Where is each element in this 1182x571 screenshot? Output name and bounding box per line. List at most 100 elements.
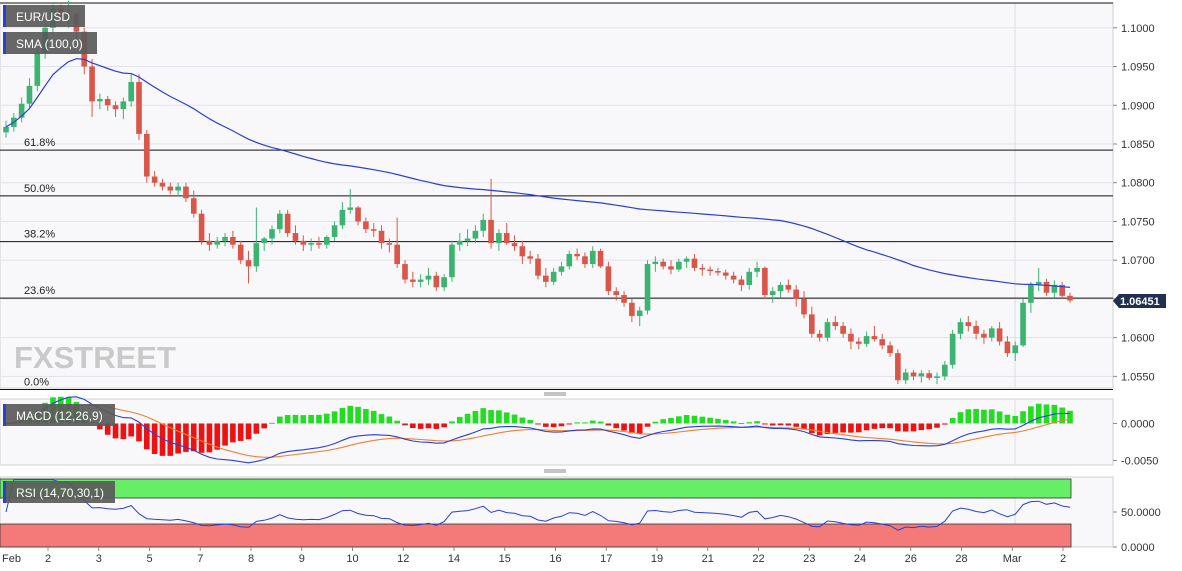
rsi-indicator-label[interactable]: RSI (14,70,30,1) [3,481,115,503]
date-tick-label: 10 [346,553,358,565]
date-tick-label: 3 [96,553,102,565]
candle-body [386,243,393,245]
macd-histogram-bar [456,416,463,424]
macd-histogram-bar [472,410,479,424]
price-tick-label: 1.0800 [1121,178,1155,190]
date-axis: Feb 2 3 5 7 8 9 10 12 14 15 16 17 19 21 22 23 24 26 28 Mar 2 [2,547,1066,565]
price-tick-label: 1.0600 [1121,333,1155,345]
macd-histogram-bar [981,409,987,424]
candle-body [300,240,307,245]
macd-histogram-bar [104,423,111,435]
candle-body [449,244,455,278]
symbol-label[interactable]: EUR/USD [3,5,85,27]
macd-label-text: MACD (12,26,9) [16,409,103,423]
macd-histogram-bar [237,423,244,441]
candle-body [206,240,213,245]
candle-body [895,353,901,381]
symbol-text: EUR/USD [16,10,70,24]
macd-histogram-bar [1067,410,1073,424]
rsi-line [5,479,1071,531]
macd-histogram-bar [895,423,901,432]
macd-histogram-bar [636,423,643,434]
macd-histogram-bar [848,423,854,433]
date-tick-label: 24 [854,553,866,565]
candle-body [370,229,377,231]
pane-resize-handle[interactable] [544,392,566,396]
candle-body [949,333,956,365]
macd-histogram-bar [206,423,213,453]
macd-histogram-bar [1012,415,1019,424]
candle-body [957,322,964,334]
fxstreet-logo-text: FXSTREET [14,340,176,375]
candle-body [159,182,166,187]
date-tick-label: 7 [197,553,203,565]
candle-body [190,198,197,214]
macd-histogram-bar [277,416,283,424]
candle-body [237,244,244,261]
price-tick-label: 1.0750 [1121,216,1155,228]
macd-histogram-bar [449,421,455,424]
macd-histogram-bar [855,423,862,433]
macd-histogram-bar [519,417,526,424]
candle-body [871,336,878,340]
candle-body [1028,284,1034,303]
macd-histogram-bar [879,423,886,429]
macd-histogram-bar [785,423,792,426]
macd-histogram-bar [550,423,557,428]
candle-body [18,103,25,118]
macd-indicator-label[interactable]: MACD (12,26,9) [3,404,115,426]
macd-histogram-bar [441,423,447,428]
fib-level-label: 61.8% [24,137,55,149]
candle-body [676,261,682,270]
candle-body [261,238,267,244]
macd-histogram-bar [511,414,518,424]
macd-histogram-bar [926,423,932,430]
candle-body [621,295,627,303]
candle-body [668,266,674,270]
macd-histogram-bar [652,421,659,424]
candle-body [636,310,643,316]
macd-histogram-bar [284,415,291,424]
candle-body [97,99,103,102]
macd-histogram-bar [574,422,580,424]
candle-body [331,225,338,237]
candle-body [754,267,760,272]
macd-histogram-bar [183,423,189,452]
candle-body [683,258,690,262]
fib-level-label: 50.0% [24,183,55,195]
pane-resize-handle[interactable] [544,469,566,473]
candle-body [965,322,972,327]
candle-body [104,99,111,106]
macd-histogram-bar [676,416,682,424]
candle-body [496,233,502,244]
macd-histogram-bar [644,423,651,427]
macd-histogram-bar [120,423,127,440]
candle-body [840,326,846,334]
candle-body [730,275,737,280]
candle-body [777,284,784,292]
macd-histogram-bar [691,415,698,424]
candle-body [988,328,995,338]
macd-line [5,396,1070,464]
macd-histogram-bar [754,421,760,424]
macd-histogram-bar [965,409,972,424]
candle-body [855,341,862,344]
macd-histogram-bar [887,423,893,429]
macd-histogram-bar [535,423,541,425]
sma-indicator-label[interactable]: SMA (100,0) [3,32,97,54]
date-tick-label: 23 [803,553,815,565]
macd-histogram-bar [112,423,119,439]
price-tick-label: 1.0550 [1121,371,1155,383]
macd-histogram-bar [464,413,471,424]
sma-label-text: SMA (100,0) [16,37,83,51]
macd-histogram-bar [949,417,956,424]
candle-body [120,101,127,110]
macd-histogram-bar [245,423,252,440]
macd-histogram-bar [402,423,408,426]
candle-body [222,236,228,241]
candle-body [1012,345,1019,354]
date-tick-label: 21 [702,553,714,565]
macd-histogram-bar [363,408,369,424]
macd-histogram-bar [425,423,432,429]
macd-histogram-bar [793,423,799,427]
